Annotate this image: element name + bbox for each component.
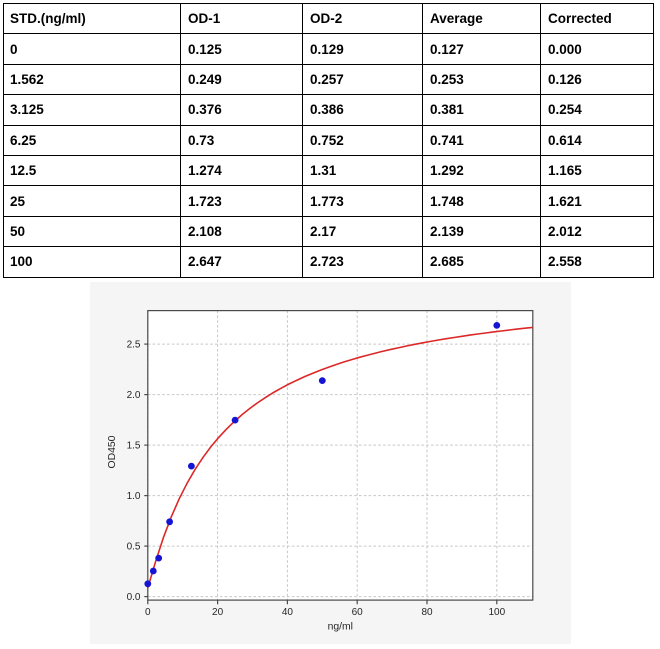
svg-text:40: 40 bbox=[282, 607, 294, 618]
svg-text:2.0: 2.0 bbox=[127, 390, 141, 401]
svg-text:0.5: 0.5 bbox=[127, 542, 141, 553]
svg-text:20: 20 bbox=[212, 607, 224, 618]
svg-text:0: 0 bbox=[145, 607, 151, 618]
svg-text:100: 100 bbox=[488, 607, 505, 618]
svg-text:1.0: 1.0 bbox=[127, 491, 141, 502]
svg-text:OD450: OD450 bbox=[107, 435, 118, 468]
svg-text:1.5: 1.5 bbox=[127, 441, 141, 452]
svg-text:2.5: 2.5 bbox=[127, 340, 141, 351]
svg-text:80: 80 bbox=[421, 607, 433, 618]
svg-text:60: 60 bbox=[352, 607, 364, 618]
svg-text:0.0: 0.0 bbox=[127, 592, 141, 603]
svg-text:ng/ml: ng/ml bbox=[328, 621, 353, 632]
